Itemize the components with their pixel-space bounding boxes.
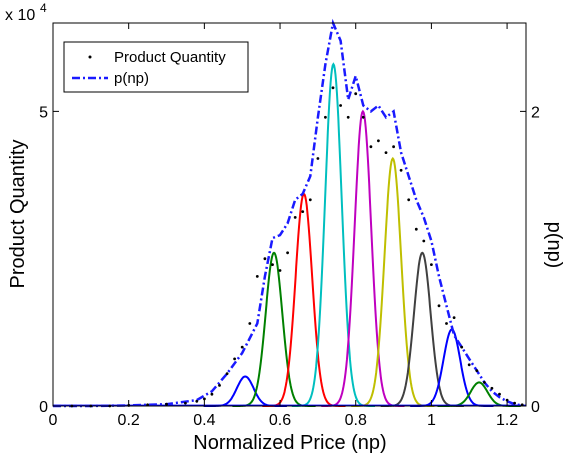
y-right-axis-ticks: 02 [520, 104, 540, 416]
series-point-product-quantity [475, 369, 479, 372]
series-line-p-np [53, 18, 523, 408]
series-point-product-quantity [308, 198, 312, 202]
series-point-product-quantity [225, 372, 229, 375]
series-point-product-quantity [414, 227, 418, 231]
series-point-product-quantity [467, 363, 471, 367]
x-tick-label: 0.2 [118, 412, 140, 429]
series-point-product-quantity [437, 304, 441, 308]
series-point-product-quantity [513, 401, 516, 405]
series-point-product-quantity [293, 216, 297, 219]
series-point-product-quantity [240, 345, 244, 349]
series-point-product-quantity [301, 210, 305, 214]
series-point-product-quantity [384, 151, 388, 155]
series-point-product-quantity [210, 392, 214, 396]
series-point-product-quantity [354, 92, 358, 96]
y-axis-label: Product Quantity [7, 140, 29, 289]
x-tick-label: 0 [49, 412, 58, 429]
series-point-product-quantity [377, 139, 380, 143]
series-layer [53, 18, 524, 408]
series-point-product-quantity [184, 401, 187, 405]
legend-marker-product-quantity [88, 55, 92, 59]
series-point-product-quantity [392, 145, 395, 149]
series-point-product-quantity [399, 168, 403, 172]
x-tick-label: 1.2 [496, 412, 518, 429]
y-right-axis-label: p(np) [543, 222, 563, 269]
plot-frame [52, 22, 527, 407]
series-point-product-quantity [324, 115, 327, 119]
series-point-product-quantity [483, 381, 486, 384]
y-tick-label: 0 [39, 399, 48, 416]
legend-label-p-np: p(np) [114, 70, 149, 87]
x-axis-ticks: 0 0.2 0.4 0.6 0.8 1 1.2 [49, 23, 518, 429]
series-point-product-quantity [452, 316, 456, 319]
legend: Product Quantity p(np) [63, 41, 249, 93]
series-point-product-quantity [218, 384, 221, 387]
x-tick-label: 0.6 [269, 412, 291, 429]
series-point-product-quantity [422, 239, 426, 243]
series-point-product-quantity [263, 257, 267, 261]
series-point-product-quantity [346, 115, 350, 119]
series-point-product-quantity [271, 263, 274, 266]
y-exponent-base: x 10 [5, 7, 35, 24]
series-point-product-quantity [203, 397, 206, 401]
x-tick-label: 0.8 [345, 412, 367, 429]
legend-box [63, 41, 249, 93]
series-point-product-quantity [407, 198, 411, 202]
series-point-product-quantity [233, 357, 237, 361]
series-point-product-quantity [498, 392, 501, 396]
y-right-tick-label: 2 [531, 104, 540, 121]
series-point-product-quantity [331, 86, 335, 90]
series-point-product-quantity [165, 402, 168, 406]
series-point-product-quantity [445, 322, 448, 325]
series-point-product-quantity [248, 322, 252, 325]
y-exponent-power: 4 [40, 1, 47, 15]
series-point-product-quantity [490, 386, 494, 390]
series-point-product-quantity [369, 145, 373, 149]
series-point-product-quantity [286, 251, 289, 255]
series-point-product-quantity [430, 263, 433, 266]
series-point-product-quantity [361, 115, 365, 119]
y-axis-ticks: 05 [39, 104, 59, 416]
series-point-product-quantity [339, 104, 342, 107]
x-tick-label: 1 [427, 412, 436, 429]
y-tick-label: 5 [39, 104, 48, 121]
y-right-tick-label: 0 [531, 399, 540, 416]
x-axis-label: Normalized Price (np) [193, 432, 386, 454]
series-point-product-quantity [316, 157, 320, 160]
series-point-product-quantity [278, 269, 282, 272]
x-tick-label: 0.4 [193, 412, 215, 429]
series-point-product-quantity [460, 345, 464, 349]
series-point-product-quantity [195, 399, 199, 403]
legend-label-product-quantity: Product Quantity [114, 49, 226, 66]
series-point-product-quantity [255, 275, 259, 278]
